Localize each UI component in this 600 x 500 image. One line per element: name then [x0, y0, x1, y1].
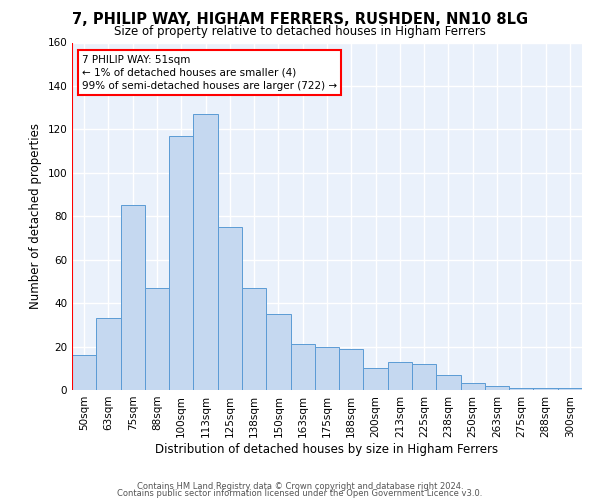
- Bar: [145, 288, 169, 390]
- Bar: [121, 206, 145, 390]
- Text: 7, PHILIP WAY, HIGHAM FERRERS, RUSHDEN, NN10 8LG: 7, PHILIP WAY, HIGHAM FERRERS, RUSHDEN, …: [72, 12, 528, 27]
- Bar: [412, 364, 436, 390]
- Bar: [558, 388, 582, 390]
- Text: Size of property relative to detached houses in Higham Ferrers: Size of property relative to detached ho…: [114, 24, 486, 38]
- Bar: [485, 386, 509, 390]
- Bar: [193, 114, 218, 390]
- Bar: [509, 388, 533, 390]
- Bar: [72, 355, 96, 390]
- Bar: [388, 362, 412, 390]
- Bar: [364, 368, 388, 390]
- Text: 7 PHILIP WAY: 51sqm
← 1% of detached houses are smaller (4)
99% of semi-detached: 7 PHILIP WAY: 51sqm ← 1% of detached hou…: [82, 54, 337, 91]
- Bar: [315, 346, 339, 390]
- Bar: [339, 348, 364, 390]
- Bar: [266, 314, 290, 390]
- Bar: [242, 288, 266, 390]
- X-axis label: Distribution of detached houses by size in Higham Ferrers: Distribution of detached houses by size …: [155, 442, 499, 456]
- Bar: [461, 384, 485, 390]
- Bar: [533, 388, 558, 390]
- Bar: [290, 344, 315, 390]
- Bar: [96, 318, 121, 390]
- Bar: [169, 136, 193, 390]
- Bar: [218, 227, 242, 390]
- Bar: [436, 375, 461, 390]
- Y-axis label: Number of detached properties: Number of detached properties: [29, 123, 42, 309]
- Text: Contains public sector information licensed under the Open Government Licence v3: Contains public sector information licen…: [118, 489, 482, 498]
- Text: Contains HM Land Registry data © Crown copyright and database right 2024.: Contains HM Land Registry data © Crown c…: [137, 482, 463, 491]
